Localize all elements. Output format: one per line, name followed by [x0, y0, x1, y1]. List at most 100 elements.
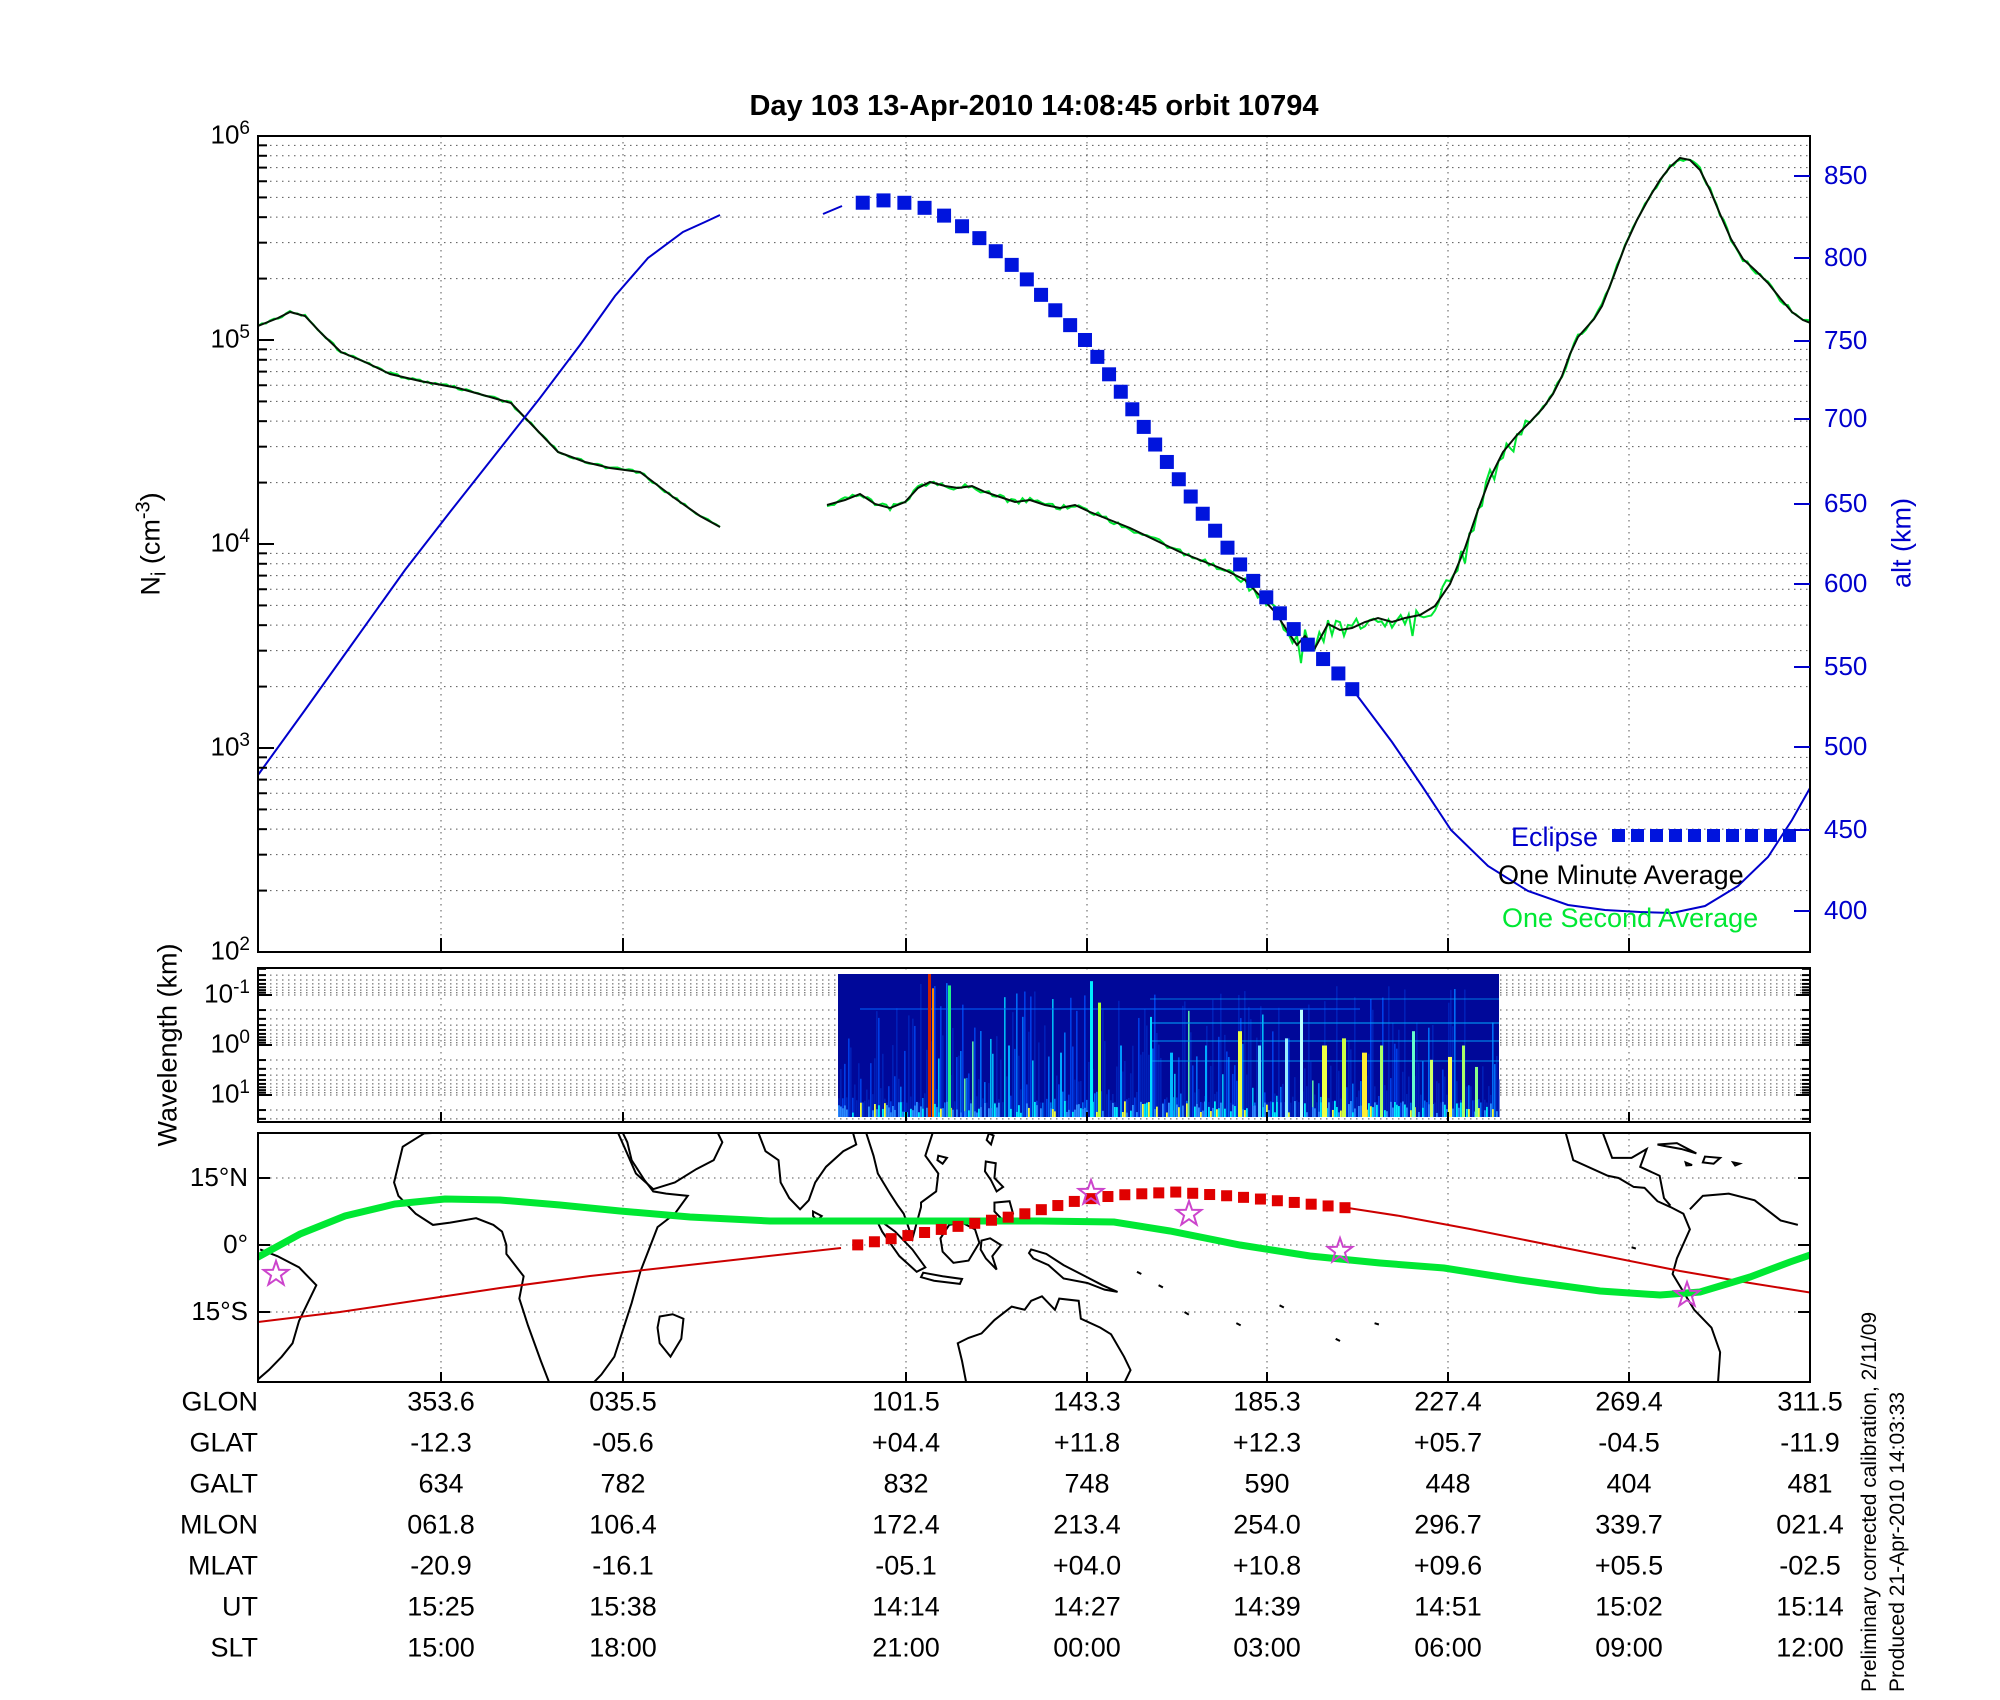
table-cell: -04.5 [1598, 1427, 1660, 1458]
table-row-label: MLAT [187, 1550, 258, 1581]
alt-tick-label: 750 [1824, 325, 1868, 355]
eclipse-dash [937, 208, 952, 223]
table-cell: 106.4 [589, 1509, 657, 1540]
legend-eclipse-swatch [1764, 829, 1777, 842]
map-track-red [258, 1247, 842, 1323]
alt-tick-label: 550 [1824, 651, 1868, 681]
table-cell: 06:00 [1414, 1632, 1482, 1663]
table-cell: 03:00 [1233, 1632, 1301, 1663]
eclipse-dash [1113, 384, 1128, 399]
eclipse-dash [1195, 506, 1210, 521]
map-eclipse-dash [1019, 1208, 1031, 1220]
table-cell: +04.0 [1052, 1550, 1122, 1581]
table-cell: +09.6 [1413, 1550, 1483, 1581]
eclipse-dash [1004, 257, 1019, 272]
table-cell: 12:00 [1776, 1632, 1844, 1663]
coastline [1601, 1133, 1672, 1207]
map-eclipse-dash [1187, 1187, 1199, 1199]
table-row-label: UT [222, 1591, 258, 1622]
table-cell: 227.4 [1414, 1386, 1482, 1417]
table-cell: 15:25 [407, 1591, 475, 1622]
map-eclipse-dash [1136, 1188, 1148, 1200]
map-eclipse-dash [1102, 1191, 1114, 1203]
eclipse-dash [955, 219, 970, 234]
coastline [258, 1248, 318, 1380]
legend-eclipse-swatch [1631, 829, 1644, 842]
table-cell: 481 [1787, 1468, 1833, 1499]
coastline [936, 1154, 949, 1166]
star-marker [1671, 1278, 1703, 1308]
table-cell: -12.3 [410, 1427, 472, 1458]
table-cell: 21:00 [872, 1632, 940, 1663]
y2-axis-label-alt: alt (km) [1886, 498, 1917, 588]
eclipse-dash [1272, 606, 1287, 621]
table-cell: 213.4 [1053, 1509, 1121, 1540]
one-minute-average-curve [258, 310, 721, 528]
map-eclipse-dash [852, 1239, 864, 1251]
map-eclipse-dash [985, 1214, 997, 1226]
table-cell: 00:00 [1053, 1632, 1121, 1663]
table-cell: 782 [600, 1468, 646, 1499]
one-second-average-curve [258, 309, 721, 528]
eclipse-dash [1220, 540, 1235, 555]
coastline [1183, 1311, 1190, 1316]
coastline [983, 1160, 1005, 1193]
map-eclipse-dash [969, 1217, 981, 1229]
eclipse-dash [1136, 419, 1151, 434]
eclipse-dash [1316, 652, 1331, 667]
eclipse-dash [1286, 622, 1301, 637]
table-cell: -16.1 [592, 1550, 654, 1581]
coastline [1564, 1133, 1722, 1382]
coastline [617, 1133, 724, 1191]
coastline [1279, 1304, 1285, 1309]
table-cell: +10.8 [1232, 1550, 1302, 1581]
table-cell: 15:14 [1776, 1591, 1844, 1622]
alt-tick-label: 700 [1824, 403, 1868, 433]
eclipse-dash [1171, 472, 1186, 487]
coastline [1701, 1155, 1723, 1165]
coastline [1684, 1160, 1693, 1167]
legend-eclipse-swatch [1726, 829, 1739, 842]
table-cell: -05.1 [875, 1550, 937, 1581]
legend-eclipse-swatch [1688, 829, 1701, 842]
table-cell: +12.3 [1232, 1427, 1302, 1458]
map-eclipse-dash [868, 1236, 880, 1248]
table-row-label: SLT [210, 1632, 258, 1663]
eclipse-dash [1148, 437, 1163, 452]
legend-eclipse-swatch [1783, 829, 1796, 842]
eclipse-dash [1090, 349, 1105, 364]
coastline [979, 1237, 1003, 1271]
map-eclipse-dash [1221, 1190, 1233, 1202]
eclipse-dash [1259, 590, 1274, 605]
legend-eclipse-swatch [1669, 829, 1682, 842]
map-eclipse-dash [1305, 1198, 1317, 1210]
alt-tick-label: 800 [1824, 242, 1868, 272]
coastline [1657, 1142, 1697, 1155]
ni-tick-label: 102 [210, 934, 251, 966]
table-row-label: GLAT [189, 1427, 258, 1458]
map-eclipse-dash [1068, 1195, 1080, 1207]
star-marker [1324, 1234, 1356, 1264]
table-cell: 353.6 [407, 1386, 475, 1417]
eclipse-dash [972, 231, 987, 246]
table-cell: 185.3 [1233, 1386, 1301, 1417]
table-cell: 634 [418, 1468, 464, 1499]
table-row-label: GLON [181, 1386, 258, 1417]
alt-tick-label: 650 [1824, 488, 1868, 518]
table-cell: -20.9 [410, 1550, 472, 1581]
table-cell: 14:39 [1233, 1591, 1301, 1622]
coastline [1027, 1248, 1118, 1293]
eclipse-dash [1034, 287, 1049, 302]
table-cell: 296.7 [1414, 1509, 1482, 1540]
map-eclipse-dash [952, 1220, 964, 1232]
table-cell: -11.9 [1780, 1427, 1840, 1458]
eclipse-dash [1331, 666, 1346, 681]
eclipse-dash [1183, 489, 1198, 504]
map-eclipse-dash [1204, 1189, 1216, 1201]
eclipse-dash [876, 193, 891, 208]
eclipse-dash [897, 195, 912, 210]
map-eclipse-dash [1153, 1187, 1165, 1199]
table-cell: +05.7 [1413, 1427, 1483, 1458]
